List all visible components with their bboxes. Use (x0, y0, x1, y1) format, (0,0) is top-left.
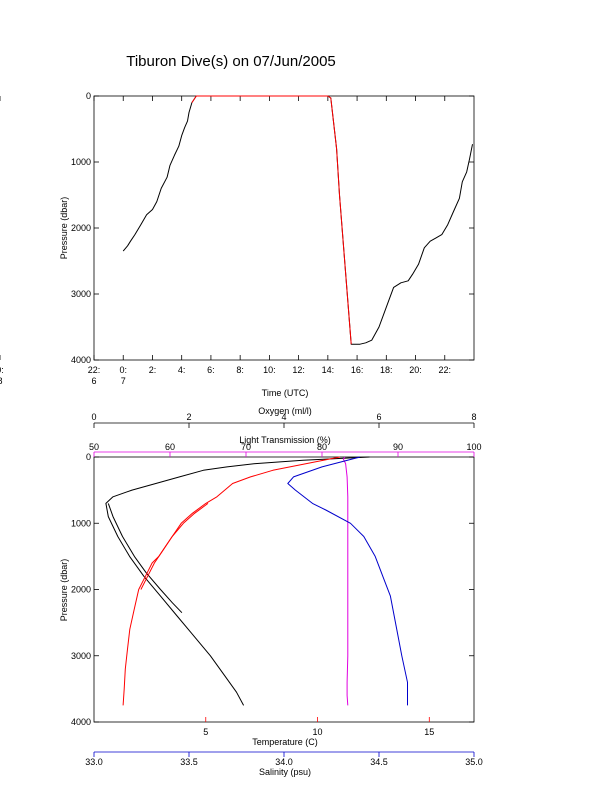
oxygen-tick-label: 6 (376, 412, 381, 422)
x-tick-label: 22: (439, 365, 452, 375)
salinity-axis-label: Salinity (psu) (259, 767, 311, 777)
salinity-tick-label: 34.0 (275, 757, 293, 767)
oxygen-tick-label: 4 (281, 412, 286, 422)
x-tick-label: 10: (263, 365, 276, 375)
x-tick-label: 22: (88, 365, 101, 375)
x-tick-label: 0: (119, 365, 127, 375)
x-tick-label: 2: (149, 365, 157, 375)
profile-series-line-5 (287, 456, 408, 706)
temperature-tick-label: 10 (313, 727, 323, 737)
profile-series-line-0 (105, 456, 370, 706)
oxygen-tick-label: 0 (91, 412, 96, 422)
dive-profile-plot-frame (93, 95, 475, 361)
profile-series-line-3 (122, 456, 340, 706)
y-tick-label: 1000 (71, 518, 91, 528)
x-tick-label: 0: (0, 365, 4, 375)
pressure-series-line-0 (122, 95, 473, 345)
x-tick-label: 6: (207, 365, 215, 375)
light-transmission-axis-label: Light Transmission (%) (239, 435, 331, 445)
x-tick-label: 16: (351, 365, 364, 375)
dive-profile-series (122, 95, 473, 345)
y-tick-label: 2000 (71, 585, 91, 595)
salinity-tick-label: 34.5 (370, 757, 388, 767)
x-tick-label: 12: (292, 365, 305, 375)
x-tick-label: 20: (409, 365, 422, 375)
y-tick-label: 0 (86, 91, 91, 101)
temperature-tick-label: 5 (203, 727, 208, 737)
light-transmission-tick-label: 60 (165, 442, 175, 452)
water-properties-ylabel: Pressure (dbar) (59, 559, 69, 622)
x-tick-sublabel: 7 (121, 376, 126, 386)
salinity-tick-label: 33.0 (85, 757, 103, 767)
light-transmission-tick-label: 90 (393, 442, 403, 452)
y-tick-label: 4000 (71, 355, 91, 365)
temperature-axis-label: Temperature (C) (252, 737, 318, 747)
chart-title: Tiburon Dive(s) on 07/Jun/2005 (126, 53, 336, 70)
dive-profile-xlabel: Time (UTC) (262, 388, 309, 398)
x-tick-label: 8: (236, 365, 244, 375)
oxygen-tick-label: 2 (186, 412, 191, 422)
light-transmission-tick-label: 70 (241, 442, 251, 452)
oxygen-tick-label: 8 (471, 412, 476, 422)
y-tick-label: 3000 (71, 651, 91, 661)
water-properties-chart: 0 1000 2000 3000 4000 0 2 4 6 8 50 60 70 80 90 100 5 10 15… (59, 406, 483, 777)
x-tick-label: 14: (322, 365, 335, 375)
pressure-series-line-1 (191, 95, 352, 345)
dive-profile-ylabel: Pressure (dbar) (59, 197, 69, 260)
x-tick-label: 4: (178, 365, 186, 375)
oxygen-axis-label: Oxygen (ml/l) (258, 406, 312, 416)
water-properties-ticks: 0 1000 2000 3000 4000 0 2 4 6 8 50 60 70 80 90 100 5 10 15… (71, 412, 483, 767)
water-properties-plot-frame (93, 456, 475, 723)
profile-series-line-1 (107, 503, 183, 614)
salinity-tick-label: 33.5 (180, 757, 198, 767)
temperature-tick-label: 15 (424, 727, 434, 737)
profile-series-line-4 (140, 502, 209, 590)
light-transmission-tick-label: 100 (466, 442, 481, 452)
light-transmission-tick-label: 80 (317, 442, 327, 452)
y-tick-label: 4000 (71, 717, 91, 727)
water-properties-series (105, 456, 408, 706)
x-tick-label: 18: (380, 365, 393, 375)
light-transmission-tick-label: 50 (89, 442, 99, 452)
x-tick-sublabel: 6 (91, 376, 96, 386)
y-tick-label: 2000 (71, 223, 91, 233)
y-tick-label: 1000 (71, 157, 91, 167)
profile-series-line-2 (342, 456, 349, 706)
y-tick-label: 0 (86, 452, 91, 462)
x-tick-sublabel: 8 (0, 376, 3, 386)
y-tick-label: 3000 (71, 289, 91, 299)
salinity-tick-label: 35.0 (465, 757, 483, 767)
